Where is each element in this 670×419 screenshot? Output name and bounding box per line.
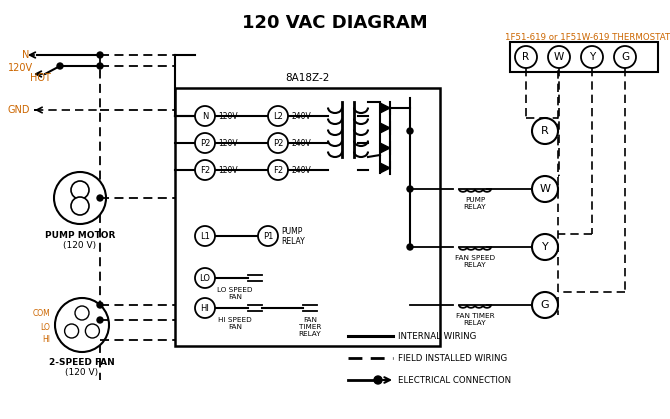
Text: F2: F2 (273, 166, 283, 174)
Text: ELECTRICAL CONNECTION: ELECTRICAL CONNECTION (398, 375, 511, 385)
Text: FAN TIMER
RELAY: FAN TIMER RELAY (456, 313, 494, 326)
Text: GND: GND (8, 105, 31, 115)
Text: 240V: 240V (291, 111, 311, 121)
Circle shape (54, 172, 106, 224)
Text: PUMP MOTOR: PUMP MOTOR (45, 231, 115, 240)
Text: 120V: 120V (8, 63, 33, 73)
Circle shape (614, 46, 636, 68)
Circle shape (195, 298, 215, 318)
Text: G: G (621, 52, 629, 62)
Circle shape (97, 52, 103, 58)
Circle shape (548, 46, 570, 68)
Circle shape (532, 176, 558, 202)
Circle shape (71, 197, 89, 215)
Text: LO: LO (40, 323, 50, 331)
Text: 8A18Z-2: 8A18Z-2 (285, 73, 330, 83)
Circle shape (97, 302, 103, 308)
Text: W: W (539, 184, 551, 194)
Text: (120 V): (120 V) (66, 368, 98, 377)
Text: LO: LO (200, 274, 210, 282)
Polygon shape (380, 103, 390, 113)
Circle shape (374, 376, 382, 384)
Circle shape (581, 46, 603, 68)
Text: PUMP: PUMP (281, 227, 302, 235)
Text: P2: P2 (200, 139, 210, 147)
Text: L1: L1 (200, 232, 210, 241)
Text: FAN
TIMER
RELAY: FAN TIMER RELAY (299, 317, 322, 337)
Bar (510, 42, 658, 72)
Text: (120 V): (120 V) (64, 241, 96, 250)
Circle shape (64, 324, 78, 338)
Text: 240V: 240V (291, 139, 311, 147)
Circle shape (75, 306, 89, 320)
Text: 120V: 120V (218, 139, 238, 147)
Text: Y: Y (589, 52, 595, 62)
Text: HI SPEED
FAN: HI SPEED FAN (218, 317, 252, 330)
Circle shape (97, 317, 103, 323)
Text: 120V: 120V (218, 166, 238, 174)
Circle shape (97, 63, 103, 69)
Text: RELAY: RELAY (281, 236, 305, 246)
Text: HI: HI (200, 303, 210, 313)
Polygon shape (380, 123, 390, 133)
Text: N: N (22, 50, 29, 60)
Text: 120 VAC DIAGRAM: 120 VAC DIAGRAM (242, 14, 428, 32)
Circle shape (532, 234, 558, 260)
Circle shape (268, 133, 288, 153)
Polygon shape (380, 143, 390, 153)
Circle shape (195, 160, 215, 180)
Text: L2: L2 (273, 111, 283, 121)
Text: 1F51-619 or 1F51W-619 THERMOSTAT: 1F51-619 or 1F51W-619 THERMOSTAT (505, 34, 670, 42)
Text: P2: P2 (273, 139, 283, 147)
Circle shape (407, 186, 413, 192)
Circle shape (195, 106, 215, 126)
Text: 240V: 240V (291, 166, 311, 174)
Text: INTERNAL WIRING: INTERNAL WIRING (398, 331, 476, 341)
Circle shape (407, 128, 413, 134)
Text: 2-SPEED FAN: 2-SPEED FAN (49, 358, 115, 367)
Text: R: R (541, 126, 549, 136)
Circle shape (85, 324, 99, 338)
Circle shape (407, 244, 413, 250)
Text: COM: COM (32, 308, 50, 318)
Circle shape (71, 181, 89, 199)
Circle shape (532, 292, 558, 318)
Text: G: G (541, 300, 549, 310)
Circle shape (268, 106, 288, 126)
Text: LO SPEED
FAN: LO SPEED FAN (217, 287, 253, 300)
Circle shape (532, 118, 558, 144)
Polygon shape (380, 163, 390, 173)
Text: R: R (523, 52, 529, 62)
Text: Y: Y (541, 242, 548, 252)
Text: FIELD INSTALLED WIRING: FIELD INSTALLED WIRING (398, 354, 507, 362)
Circle shape (195, 133, 215, 153)
Text: W: W (554, 52, 564, 62)
Circle shape (258, 226, 278, 246)
Text: N: N (202, 111, 208, 121)
Circle shape (515, 46, 537, 68)
Text: PUMP
RELAY: PUMP RELAY (464, 197, 486, 210)
Text: FAN SPEED
RELAY: FAN SPEED RELAY (455, 255, 495, 268)
Circle shape (97, 195, 103, 201)
Bar (175, 88, 440, 346)
Circle shape (195, 268, 215, 288)
Text: HOT: HOT (30, 73, 51, 83)
Text: P1: P1 (263, 232, 273, 241)
Circle shape (57, 63, 63, 69)
Text: F2: F2 (200, 166, 210, 174)
Circle shape (268, 160, 288, 180)
Circle shape (55, 298, 109, 352)
Circle shape (195, 226, 215, 246)
Text: HI: HI (42, 334, 50, 344)
Text: 120V: 120V (218, 111, 238, 121)
